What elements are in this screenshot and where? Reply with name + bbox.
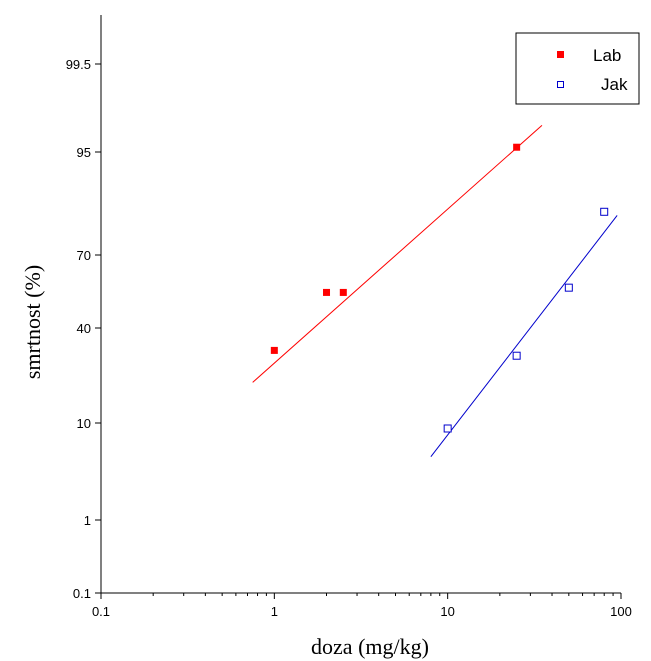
y-tick-label: 1 [84, 513, 91, 528]
axes [100, 15, 621, 594]
y-tick-label: 95 [77, 145, 91, 160]
data-point-jak [564, 283, 573, 292]
y-tick-label: 10 [77, 416, 91, 431]
fit-line-jak [430, 215, 618, 458]
x-tick-label: 100 [610, 604, 632, 619]
x-axis-title: doza (mg/kg) [311, 634, 429, 659]
data-point-lab [513, 143, 521, 151]
x-ticks: 0.1 1 10 100 [92, 593, 632, 619]
y-tick-label: 0.1 [73, 586, 91, 601]
y-tick-label: 99.5 [66, 57, 91, 72]
data-point-jak [443, 424, 452, 433]
x-tick-label: 0.1 [92, 604, 110, 619]
x-tick-label: 10 [440, 604, 454, 619]
data-point-lab [270, 346, 278, 354]
y-ticks: 0.1 1 10 40 70 95 99.5 [66, 57, 101, 601]
legend: Lab Jak [515, 32, 640, 105]
data-point-lab [323, 288, 331, 296]
y-tick-label: 40 [77, 321, 91, 336]
data-points [270, 143, 609, 433]
legend-marker-jak [557, 81, 564, 88]
legend-box [515, 32, 640, 105]
data-point-lab [339, 288, 347, 296]
legend-label-lab: Lab [593, 46, 621, 65]
legend-marker-lab [557, 51, 564, 58]
y-tick-label: 70 [77, 248, 91, 263]
data-point-jak [512, 351, 521, 360]
x-tick-label: 1 [271, 604, 278, 619]
y-axis-title: smrtnost (%) [20, 265, 45, 379]
data-point-jak [600, 207, 609, 216]
fit-line-lab [252, 124, 543, 383]
fit-lines [252, 124, 618, 458]
legend-label-jak: Jak [601, 75, 628, 94]
